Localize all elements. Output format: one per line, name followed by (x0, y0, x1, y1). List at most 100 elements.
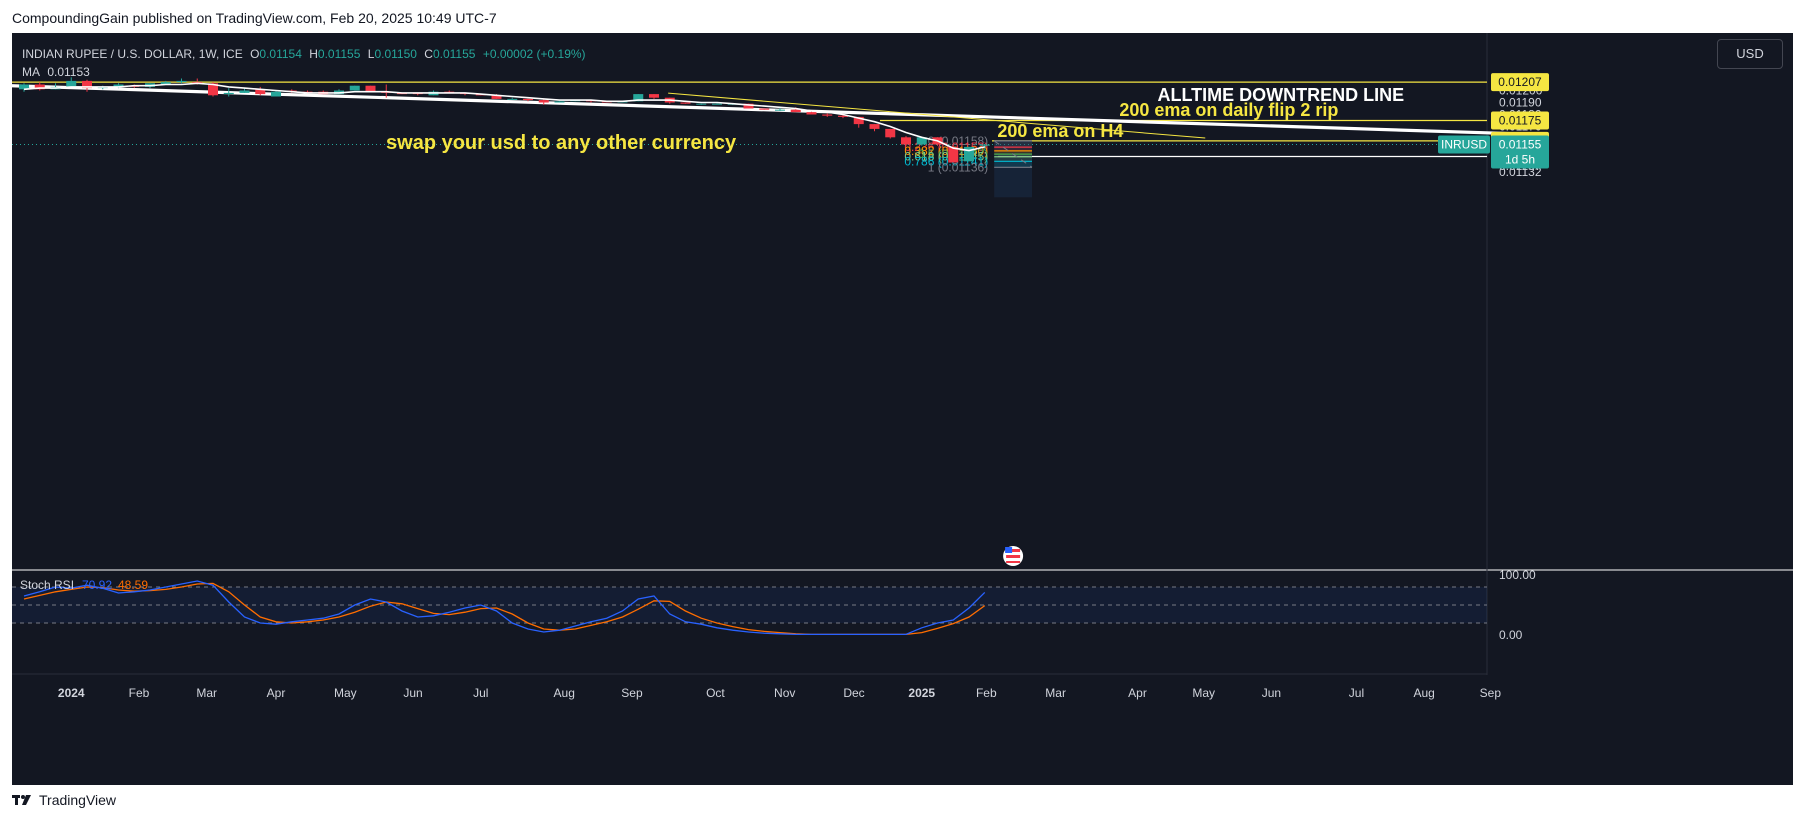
price-level-tag-label: 0.01207 (1498, 75, 1542, 89)
x-axis-tick-label: 2024 (58, 686, 85, 700)
price-level-tag (1491, 111, 1549, 130)
candle-up (223, 92, 234, 95)
x-axis-tick-label: Jul (473, 686, 488, 700)
candle-up (775, 109, 785, 111)
fib-band (994, 147, 1032, 151)
chart-annotation: 200 ema on H4 (997, 121, 1123, 141)
footer-brand: TradingView (39, 792, 117, 808)
price-level-tag-label: 0.01175 (1499, 114, 1542, 128)
ma-value: 0.01153 (47, 65, 90, 79)
us-flag-stripe (1006, 549, 1021, 552)
candle-up (113, 84, 124, 87)
stoch-d-value: 48.59 (118, 578, 148, 592)
tradingview-logo-icon (12, 795, 31, 805)
candle-down (885, 128, 896, 138)
ma-row: MA 0.01153 (22, 63, 590, 81)
low-value: 0.01150 (374, 47, 417, 61)
candle-up (176, 80, 187, 83)
candle-up (554, 101, 565, 103)
x-axis-tick-label: Aug (554, 686, 575, 700)
yellow-trendline (668, 92, 1206, 139)
candle-down (838, 115, 848, 117)
x-axis-tick-label: Jul (1349, 686, 1364, 700)
x-axis-tick-label: Dec (843, 686, 864, 700)
candle-down (649, 94, 659, 98)
symbol-title: INDIAN RUPEE / U.S. DOLLAR, 1W, ICE (22, 47, 243, 61)
stoch-k-line (23, 580, 986, 636)
moving-average-line (23, 82, 985, 152)
candle-up (696, 103, 707, 105)
chart-annotation: 200 ema on daily flip 2 rip (1119, 100, 1338, 120)
high-value: 0.01155 (317, 47, 361, 61)
x-axis-tick-label: Apr (1128, 686, 1147, 700)
x-axis-tick-label: Feb (129, 686, 150, 700)
low-label: L (367, 47, 375, 61)
x-axis-tick-label: Oct (706, 686, 725, 700)
candle-down (822, 114, 833, 116)
candle-down (901, 137, 911, 145)
x-axis-tick-label: Sep (621, 686, 643, 700)
candle-down (255, 89, 266, 95)
candle-down (491, 95, 502, 99)
close-label: C (424, 47, 433, 61)
candle-up (160, 82, 171, 85)
candle-up (964, 146, 974, 162)
y-axis-tick-label: 0.01132 (1499, 165, 1542, 179)
candle-up (349, 85, 360, 91)
candle-down (853, 116, 864, 125)
candle-up (507, 98, 518, 100)
footer: TradingView (12, 789, 116, 811)
y-axis-tick-label: 0.01190 (1499, 96, 1542, 110)
chart-panel[interactable]: 0 (0.01158) 0.236 (0.01153) 0.382 (0.01150… (12, 33, 1793, 785)
candle-down (208, 83, 218, 96)
fib-level-label: 1 (0.01136) (928, 160, 989, 174)
candle-up (979, 144, 990, 146)
candle-down (790, 109, 801, 113)
price-level-tag (1491, 73, 1549, 92)
chart-annotation: swap your usd to any other currency (386, 132, 737, 154)
x-axis-tick-label: Mar (1045, 686, 1066, 700)
candle-down (523, 98, 533, 101)
close-value: 0.01155 (432, 47, 476, 61)
us-flag-stripe (1006, 555, 1021, 558)
last-price-countdown: 1d 5h (1505, 153, 1535, 167)
open-label: O (250, 47, 260, 61)
ma-label: MA (22, 65, 40, 79)
alltime-downtrend-line (12, 84, 1515, 136)
fib-band (994, 150, 1032, 155)
candle-up (712, 103, 722, 105)
fib-band (994, 161, 1032, 168)
stoch-y-tick-label: 100.00 (1499, 568, 1536, 582)
candle-up (916, 137, 927, 145)
candle-down (948, 146, 959, 163)
candle-down (365, 85, 376, 92)
symbol-tag-label: INRUSD (1441, 138, 1487, 152)
x-axis-tick-label: Apr (267, 686, 286, 700)
open-value: 0.01154 (259, 47, 302, 61)
fib-trend-line (993, 140, 1033, 168)
stoch-rsi-label: Stoch RSI (20, 578, 74, 592)
x-axis-tick-label: May (1192, 686, 1215, 700)
high-label: H (309, 47, 318, 61)
change-value: +0.00002 (+0.19%) (482, 47, 586, 61)
x-axis-tick-label: Jun (1262, 686, 1281, 700)
us-flag-stripe (1006, 561, 1021, 563)
symbol-tag (1438, 135, 1490, 154)
fib-band (994, 140, 1032, 148)
last-price-tag (1491, 135, 1549, 169)
candle-down (680, 102, 691, 104)
fib-level-label: 0 (0.01158) (928, 134, 989, 148)
fib-band (994, 156, 1032, 162)
candle-up (66, 80, 77, 87)
candle-up (271, 91, 281, 97)
us-flag-canton (1005, 547, 1013, 553)
x-axis-tick-label: Sep (1480, 686, 1502, 700)
x-axis-tick-label: Jun (403, 686, 422, 700)
chart-legend: INDIAN RUPEE / U.S. DOLLAR, 1W, ICE O0.0… (22, 45, 590, 81)
fib-band (994, 154, 1032, 157)
currency-button[interactable]: USD (1717, 39, 1783, 69)
candle-up (239, 90, 250, 93)
x-axis-tick-label: Mar (196, 686, 217, 700)
price-chart-svg[interactable]: 0 (0.01158)0.236 (0.01153)0.382 (0.01150… (12, 33, 1793, 785)
x-axis-tick-label: Feb (976, 686, 997, 700)
